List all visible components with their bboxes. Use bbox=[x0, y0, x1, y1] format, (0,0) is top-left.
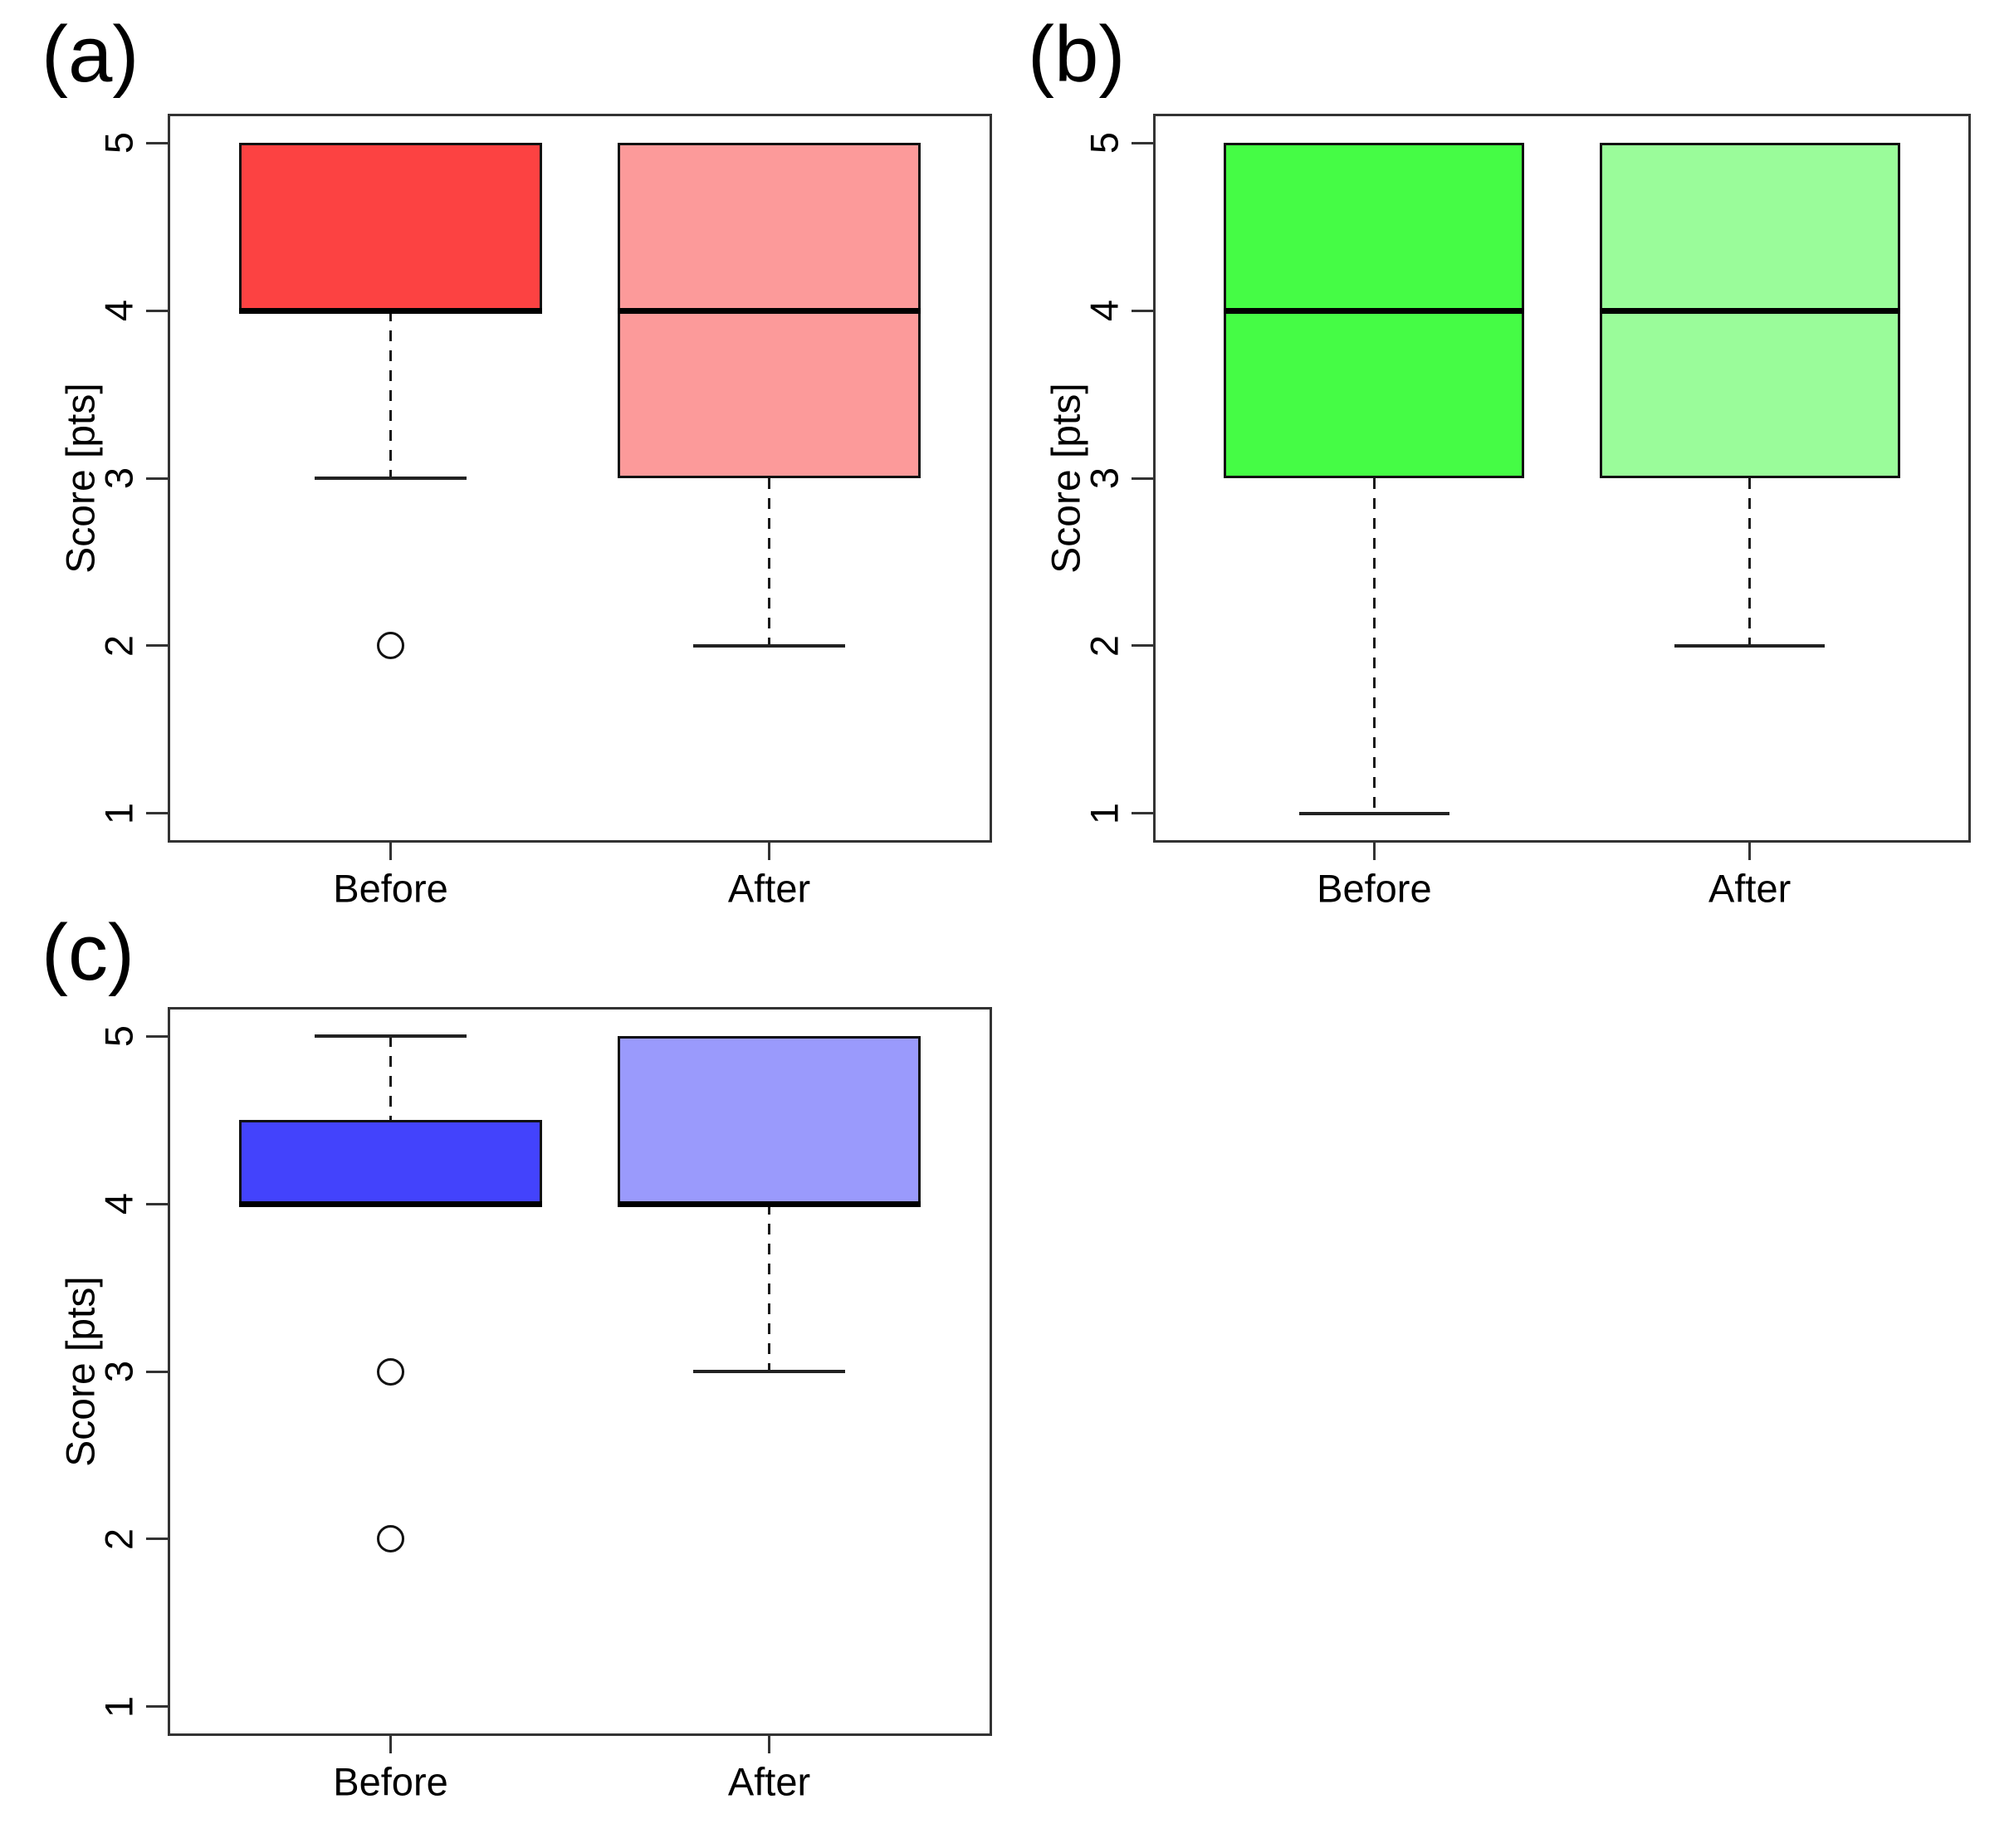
y-axis-tick bbox=[1132, 644, 1153, 648]
y-axis-tick bbox=[146, 1202, 168, 1205]
y-axis-tick-label: 2 bbox=[1082, 634, 1127, 657]
lower-whisker-line bbox=[767, 478, 770, 646]
y-axis-tick-label: 1 bbox=[1082, 802, 1127, 824]
panel-b-label: (b) bbox=[1028, 10, 1126, 99]
median-line bbox=[617, 307, 921, 314]
y-axis-tick-label: 3 bbox=[96, 467, 141, 490]
box-iqr bbox=[617, 1036, 921, 1205]
y-axis-tick-label: 5 bbox=[1082, 132, 1127, 154]
y-axis-tick bbox=[1132, 141, 1153, 144]
y-axis-tick bbox=[146, 477, 168, 480]
x-axis-tick bbox=[389, 1733, 392, 1753]
lower-whisker-cap bbox=[1674, 643, 1826, 648]
y-axis-tick bbox=[1132, 477, 1153, 480]
x-axis-tick bbox=[767, 840, 770, 860]
y-axis-tick-label: 5 bbox=[96, 132, 141, 154]
panel-c-plot-area: 1 2 3 4 5 Before After bbox=[97, 1007, 992, 1804]
upper-whisker-cap bbox=[315, 1034, 467, 1039]
x-axis-category-label: Before bbox=[1317, 866, 1432, 911]
x-axis-category-label: Before bbox=[333, 866, 448, 911]
x-axis-category-label: After bbox=[727, 1759, 811, 1804]
lower-whisker-cap bbox=[315, 477, 467, 480]
y-axis-tick-label: 1 bbox=[96, 802, 141, 824]
panel-a-label: (a) bbox=[42, 10, 139, 99]
y-axis-tick-label: 5 bbox=[96, 1025, 141, 1048]
x-axis-tick bbox=[389, 840, 392, 860]
outlier-point bbox=[377, 632, 404, 660]
panel-a-plot-area: 1 2 3 4 5 Before After bbox=[97, 114, 992, 911]
y-axis-tick-label: 3 bbox=[1082, 467, 1127, 490]
upper-whisker-line bbox=[389, 1036, 392, 1121]
lower-whisker-line bbox=[1372, 478, 1376, 814]
y-axis-tick-label: 2 bbox=[96, 1528, 141, 1550]
median-line bbox=[617, 1200, 921, 1207]
panel-b-plot-area: 1 2 3 4 5 Before After bbox=[1083, 114, 1971, 911]
outlier-point bbox=[377, 1525, 404, 1553]
y-axis-tick-label: 2 bbox=[96, 634, 141, 657]
x-axis-tick bbox=[1372, 840, 1376, 860]
panel-c-label: (c) bbox=[42, 908, 134, 997]
y-axis-tick-label: 3 bbox=[96, 1360, 141, 1383]
lower-whisker-cap bbox=[1298, 811, 1449, 815]
y-axis-tick bbox=[146, 812, 168, 815]
y-axis-tick bbox=[146, 141, 168, 144]
y-axis-tick bbox=[146, 644, 168, 648]
median-line bbox=[1599, 307, 1900, 314]
y-axis-tick bbox=[146, 1705, 168, 1709]
lower-whisker-cap bbox=[693, 643, 845, 648]
y-axis-tick bbox=[1132, 309, 1153, 312]
y-axis-tick-label: 4 bbox=[1082, 300, 1127, 322]
y-axis-tick bbox=[146, 1034, 168, 1038]
box-iqr bbox=[238, 1120, 543, 1205]
lower-whisker-line bbox=[389, 310, 392, 478]
lower-whisker-line bbox=[1748, 478, 1752, 646]
x-axis-category-label: After bbox=[1708, 866, 1791, 911]
median-line bbox=[1224, 307, 1525, 314]
y-axis-tick bbox=[146, 1370, 168, 1373]
box-iqr bbox=[238, 143, 543, 311]
median-line bbox=[238, 307, 543, 314]
y-axis-tick bbox=[146, 1538, 168, 1541]
y-axis-tick bbox=[146, 309, 168, 312]
outlier-point bbox=[377, 1357, 404, 1386]
x-axis-category-label: After bbox=[727, 866, 811, 911]
y-axis-tick bbox=[1132, 812, 1153, 815]
y-axis-tick-label: 1 bbox=[96, 1695, 141, 1718]
x-axis-tick bbox=[767, 1733, 770, 1753]
lower-whisker-cap bbox=[693, 1370, 845, 1373]
lower-whisker-line bbox=[767, 1204, 770, 1371]
y-axis-tick-label: 4 bbox=[96, 1193, 141, 1215]
x-axis-tick bbox=[1748, 840, 1752, 860]
median-line bbox=[238, 1200, 543, 1207]
y-axis-tick-label: 4 bbox=[96, 300, 141, 322]
x-axis-category-label: Before bbox=[333, 1759, 448, 1804]
